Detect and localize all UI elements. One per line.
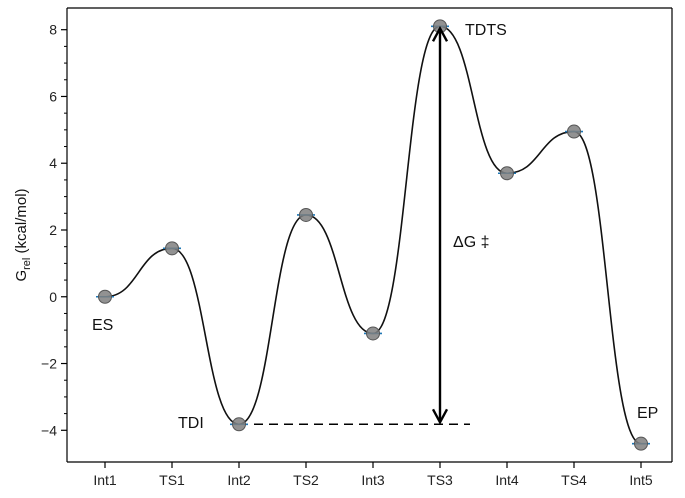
y-tick-label: 0 bbox=[49, 289, 57, 305]
state-marker-ts1 bbox=[165, 241, 179, 256]
x-tick-label: TS2 bbox=[293, 472, 319, 488]
state-marker-int3 bbox=[366, 326, 380, 341]
y-tick-label: 2 bbox=[49, 222, 57, 238]
y-tick-label: 4 bbox=[49, 155, 57, 171]
state-marker-int2 bbox=[232, 417, 246, 432]
y-tick-label: 8 bbox=[49, 22, 57, 38]
x-tick-label: TS3 bbox=[427, 472, 453, 488]
x-tick-label: Int4 bbox=[495, 472, 519, 488]
delta-g-arrow bbox=[431, 25, 449, 425]
x-tick-label: Int5 bbox=[629, 472, 653, 488]
state-marker-int4 bbox=[500, 166, 514, 181]
delta-g-arrow-head-bottom bbox=[431, 408, 449, 425]
state-markers bbox=[96, 19, 650, 451]
state-marker-ts2 bbox=[299, 207, 313, 222]
y-tick-label: 6 bbox=[49, 88, 57, 104]
energy-profile-curve bbox=[104, 25, 642, 445]
tdi-label: TDI bbox=[178, 415, 204, 432]
delta-g-label: ΔG ‡ bbox=[453, 234, 489, 251]
plot-frame bbox=[66, 7, 673, 463]
y-ticks: −4 −2 0 2 4 6 8 bbox=[41, 22, 67, 438]
tdts-label: TDTS bbox=[465, 22, 507, 39]
y-tick-label: −4 bbox=[41, 422, 57, 438]
state-marker-ts4 bbox=[567, 124, 581, 139]
delta-g-arrow-head-top bbox=[431, 25, 449, 42]
ep-label: EP bbox=[637, 405, 658, 422]
x-tick-label: Int1 bbox=[93, 472, 117, 488]
x-ticks: Int1 TS1 Int2 TS2 Int3 TS3 Int4 TS4 Int5 bbox=[93, 462, 653, 488]
state-marker-int1 bbox=[98, 289, 112, 304]
x-tick-label: Int2 bbox=[227, 472, 251, 488]
x-tick-label: TS4 bbox=[561, 472, 587, 488]
y-tick-label: −2 bbox=[41, 356, 57, 372]
x-tick-label: Int3 bbox=[361, 472, 385, 488]
es-label: ES bbox=[92, 317, 113, 334]
x-tick-label: TS1 bbox=[159, 472, 185, 488]
state-marker-int5 bbox=[634, 436, 648, 451]
y-axis-title: Grel (kcal/mol) bbox=[13, 188, 33, 281]
